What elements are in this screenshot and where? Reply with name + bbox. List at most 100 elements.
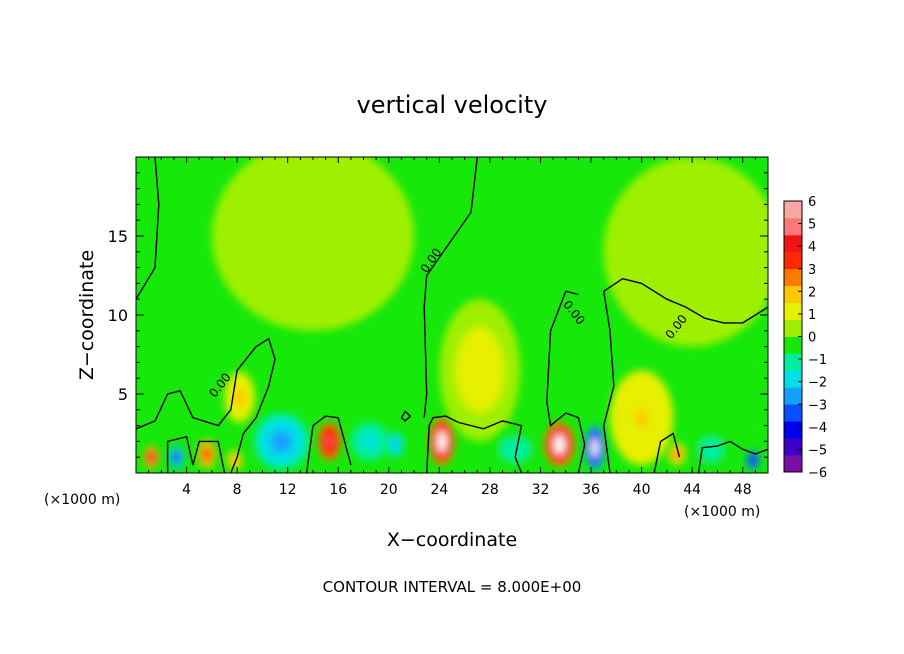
velocity-peak	[591, 437, 599, 458]
x-tick-label: 36	[582, 482, 600, 498]
x-tick-label: 16	[329, 482, 347, 498]
zero-contour	[602, 277, 768, 473]
velocity-feature	[429, 417, 455, 466]
colorbar-swatch	[784, 455, 802, 473]
velocity-level	[674, 232, 710, 271]
colorbar-swatch	[784, 404, 802, 422]
velocity-feature	[584, 425, 605, 470]
velocity-feature	[610, 370, 674, 466]
velocity-level	[327, 437, 332, 446]
contour-interval-note: CONTOUR INTERVAL = 8.000E+00	[323, 578, 582, 596]
colorbar-swatch	[784, 438, 802, 456]
colorbar-label: −1	[808, 353, 827, 368]
colorbar-swatch	[784, 387, 802, 405]
colorbar-label: 2	[808, 285, 816, 300]
colorbar-label: −5	[808, 443, 827, 458]
x-axis-label: X−coordinate	[387, 529, 517, 551]
colorbar-swatch	[784, 319, 802, 337]
x-tick-label: 4	[182, 482, 191, 498]
velocity-feature	[544, 422, 575, 467]
velocity-level	[366, 437, 374, 446]
velocity-feature	[226, 450, 243, 470]
colorbar: 6 5 4 3 2 1 0 −1 −2 −3 −4 −5 −6	[783, 195, 827, 481]
colorbar-swatch	[784, 353, 802, 371]
velocity-field	[143, 157, 768, 470]
colorbar-swatch	[784, 268, 802, 287]
velocity-feature	[168, 446, 185, 469]
velocity-feature	[386, 431, 404, 458]
zero-contour	[305, 415, 352, 473]
velocity-level	[471, 356, 488, 385]
y-tick-label: 15	[108, 227, 128, 246]
y-tick-label: 10	[108, 306, 128, 325]
zero-contour	[423, 157, 478, 418]
velocity-level	[174, 455, 178, 460]
plot-area: 0.000.000.00 0.00	[135, 156, 769, 474]
colorbar-label: 3	[808, 263, 816, 278]
velocity-level	[204, 451, 209, 457]
velocity-feature	[197, 439, 216, 469]
x-axis: 4 8 12 16 20 24 28 32 36 40 44 48	[148, 157, 756, 498]
velocity-level	[635, 408, 648, 428]
x-unit-left: (×1000 m)	[44, 492, 120, 508]
x-tick-label: 44	[683, 482, 701, 498]
zero-contour	[546, 290, 586, 473]
zero-contour	[136, 157, 160, 300]
velocity-feature	[253, 413, 310, 470]
x-tick-label: 40	[633, 482, 651, 498]
velocity-feature	[224, 371, 255, 423]
velocity-feature	[350, 422, 389, 461]
colorbar-swatch	[784, 217, 802, 236]
x-tick-label: 24	[430, 482, 448, 498]
colorbar-swatch	[784, 234, 802, 253]
y-axis-label: Z−coordinate	[76, 250, 98, 380]
colorbar-label: 0	[808, 331, 816, 346]
x-unit-right: (×1000 m)	[684, 504, 760, 520]
colorbar-swatch	[784, 421, 802, 439]
colorbar-swatch	[784, 302, 802, 320]
zero-contour	[653, 432, 681, 473]
x-tick-label: 12	[279, 482, 297, 498]
velocity-feature	[439, 299, 521, 442]
colorbar-label: −4	[808, 421, 827, 436]
velocity-feature	[143, 446, 159, 469]
zero-contour	[400, 410, 412, 422]
velocity-feature	[317, 422, 341, 461]
colorbar-label: −6	[808, 466, 827, 481]
velocity-feature	[746, 450, 760, 470]
velocity-feature	[668, 442, 686, 466]
colorbar-swatch	[784, 336, 802, 354]
zero-contour	[697, 440, 768, 473]
zero-contour	[166, 435, 226, 473]
colorbar-label: −3	[808, 398, 827, 413]
velocity-feature	[496, 433, 535, 466]
x-tick-label: 32	[532, 482, 550, 498]
colorbar-label: 5	[808, 218, 816, 233]
x-tick-label: 28	[481, 482, 499, 498]
velocity-level	[393, 442, 397, 448]
colorbar-swatch	[784, 285, 802, 304]
zero-contours	[136, 157, 768, 473]
x-tick-label: 48	[734, 482, 752, 498]
colorbar-label: −2	[808, 376, 827, 391]
velocity-level	[149, 455, 153, 460]
y-axis: 5 10 15	[108, 172, 768, 458]
zero-contour	[426, 415, 523, 473]
colorbar-label: 6	[808, 195, 816, 210]
zero-contour	[136, 337, 276, 473]
velocity-level	[751, 458, 755, 463]
colorbar-swatch	[784, 251, 802, 270]
colorbar-label: 1	[808, 308, 816, 323]
chart-title: vertical velocity	[357, 91, 548, 119]
velocity-level	[275, 435, 287, 448]
velocity-feature	[603, 157, 768, 347]
velocity-level	[708, 446, 715, 453]
y-tick-label: 5	[118, 385, 128, 404]
velocity-peak	[554, 434, 565, 455]
colorbar-swatch	[784, 370, 802, 388]
velocity-level	[292, 217, 334, 255]
colorbar-swatch	[784, 201, 802, 219]
colorbar-label: 4	[808, 240, 816, 255]
x-tick-label: 20	[380, 482, 398, 498]
